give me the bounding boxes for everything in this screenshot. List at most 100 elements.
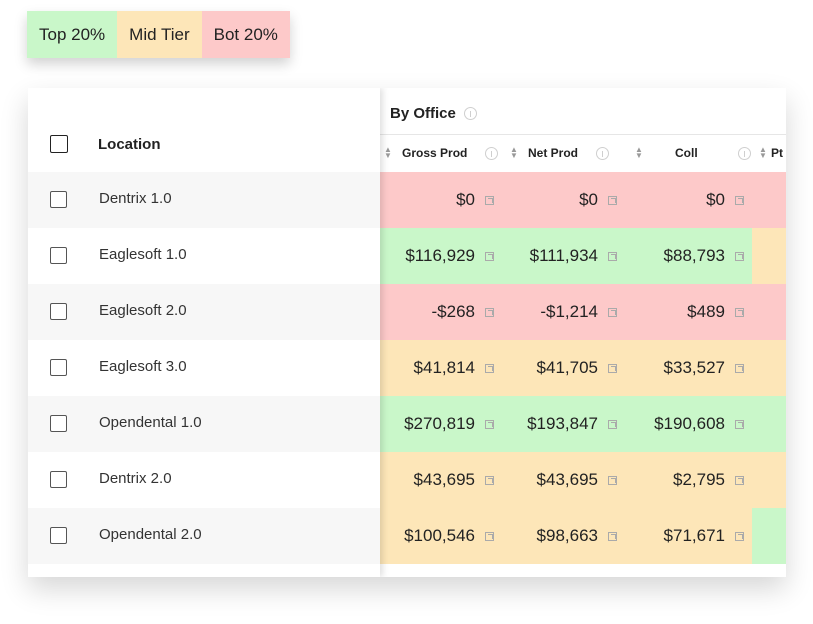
sort-icon[interactable]: ▲ ▼ <box>759 145 767 160</box>
metric-cell: $100,546 <box>380 508 502 564</box>
open-detail-icon[interactable] <box>735 475 744 485</box>
metric-cell: $116,929 <box>380 228 502 284</box>
row-checkbox[interactable] <box>50 415 67 432</box>
row-checkbox[interactable] <box>50 527 67 544</box>
info-icon[interactable] <box>737 146 751 160</box>
metric-value: $98,663 <box>536 526 598 545</box>
metric-value: $270,819 <box>404 414 475 433</box>
open-detail-icon[interactable] <box>608 419 617 429</box>
open-detail-icon[interactable] <box>485 531 494 541</box>
location-name: Eaglesoft 1.0 <box>99 246 187 263</box>
metric-cell <box>752 228 786 284</box>
open-detail-icon[interactable] <box>735 531 744 541</box>
location-row[interactable]: Dentrix 2.0 <box>28 452 380 508</box>
open-detail-icon[interactable] <box>608 475 617 485</box>
metric-value: $43,695 <box>536 470 598 489</box>
metric-cell: $270,819 <box>380 396 502 452</box>
open-detail-icon[interactable] <box>485 475 494 485</box>
column-label: Coll <box>675 146 698 160</box>
row-checkbox[interactable] <box>50 191 67 208</box>
metric-cell: $98,663 <box>502 508 625 564</box>
info-icon[interactable] <box>485 146 499 160</box>
info-icon[interactable] <box>596 146 610 160</box>
location-row[interactable]: Eaglesoft 2.0 <box>28 284 380 340</box>
column-header[interactable]: ▲ ▼ Gross Prod <box>384 145 499 160</box>
metric-value: $489 <box>687 302 725 321</box>
open-detail-icon[interactable] <box>485 251 494 261</box>
metric-value: $0 <box>706 190 725 209</box>
row-checkbox[interactable] <box>50 247 67 264</box>
info-icon[interactable] <box>463 107 477 120</box>
metric-cell <box>752 508 786 564</box>
metric-cell: $43,695 <box>380 452 502 508</box>
metric-value: $71,671 <box>663 526 725 545</box>
location-header: Location <box>28 88 380 173</box>
legend-mid: Mid Tier <box>117 11 202 58</box>
metric-cell <box>752 396 786 452</box>
open-detail-icon[interactable] <box>608 307 617 317</box>
location-column-title: Location <box>98 136 161 153</box>
open-detail-icon[interactable] <box>735 363 744 373</box>
open-detail-icon[interactable] <box>608 195 617 205</box>
open-detail-icon[interactable] <box>608 251 617 261</box>
select-all-checkbox[interactable] <box>50 135 68 153</box>
metric-cell: $43,695 <box>502 452 625 508</box>
sort-icon[interactable]: ▲ ▼ <box>635 145 643 160</box>
metric-cell: $71,671 <box>625 508 752 564</box>
sort-icon[interactable]: ▲ ▼ <box>510 145 518 160</box>
metric-value: $100,546 <box>404 526 475 545</box>
metric-cell: $489 <box>625 284 752 340</box>
metric-cell: $41,814 <box>380 340 502 396</box>
open-detail-icon[interactable] <box>735 195 744 205</box>
open-detail-icon[interactable] <box>735 419 744 429</box>
data-table: Location Dentrix 1.0 Eaglesoft 1.0 Eagleso… <box>28 88 786 577</box>
metric-value: $41,814 <box>413 358 475 377</box>
metric-value: $0 <box>579 190 598 209</box>
metric-cell: $0 <box>625 172 752 228</box>
open-detail-icon[interactable] <box>485 195 494 205</box>
location-name: Dentrix 1.0 <box>99 190 172 207</box>
column-header[interactable]: ▲ ▼ Pt <box>759 145 783 161</box>
column-header[interactable]: ▲ ▼ Coll <box>635 146 751 160</box>
metric-cell: $190,608 <box>625 396 752 452</box>
metric-value: -$1,214 <box>540 302 598 321</box>
open-detail-icon[interactable] <box>485 419 494 429</box>
metrics-row: $43,695 $43,695 $2,795 <box>380 452 786 508</box>
row-checkbox[interactable] <box>50 359 67 376</box>
by-office-header: By Office <box>390 105 477 122</box>
metric-value: $190,608 <box>654 414 725 433</box>
metrics-row: -$268 -$1,214 $489 <box>380 284 786 340</box>
metric-cell <box>752 172 786 228</box>
sort-icon[interactable]: ▲ ▼ <box>384 145 392 160</box>
location-row[interactable]: Dentrix 1.0 <box>28 172 380 228</box>
metric-cell: $33,527 <box>625 340 752 396</box>
metric-value: $88,793 <box>663 246 725 265</box>
metric-cell: $193,847 <box>502 396 625 452</box>
open-detail-icon[interactable] <box>608 531 617 541</box>
open-detail-icon[interactable] <box>485 307 494 317</box>
column-label: Pt <box>771 146 783 160</box>
metrics-row: $116,929 $111,934 $88,793 <box>380 228 786 284</box>
location-row[interactable]: Opendental 2.0 <box>28 508 380 564</box>
metric-cell: -$1,214 <box>502 284 625 340</box>
location-row[interactable]: Eaglesoft 3.0 <box>28 340 380 396</box>
open-detail-icon[interactable] <box>608 363 617 373</box>
metric-cell <box>752 452 786 508</box>
column-label: Gross Prod <box>402 146 468 160</box>
open-detail-icon[interactable] <box>735 307 744 317</box>
location-row[interactable]: Opendental 1.0 <box>28 396 380 452</box>
row-checkbox[interactable] <box>50 471 67 488</box>
open-detail-icon[interactable] <box>485 363 494 373</box>
location-name: Opendental 1.0 <box>99 414 202 431</box>
metric-cell: $0 <box>380 172 502 228</box>
row-checkbox[interactable] <box>50 303 67 320</box>
metric-cell <box>752 284 786 340</box>
open-detail-icon[interactable] <box>735 251 744 261</box>
column-header[interactable]: ▲ ▼ Net Prod <box>510 145 610 160</box>
metrics-row: $100,546 $98,663 $71,671 <box>380 508 786 564</box>
location-name: Opendental 2.0 <box>99 526 202 543</box>
metric-cell: -$268 <box>380 284 502 340</box>
tier-legend: Top 20% Mid Tier Bot 20% <box>27 11 290 58</box>
metric-cell <box>752 340 786 396</box>
location-row[interactable]: Eaglesoft 1.0 <box>28 228 380 284</box>
